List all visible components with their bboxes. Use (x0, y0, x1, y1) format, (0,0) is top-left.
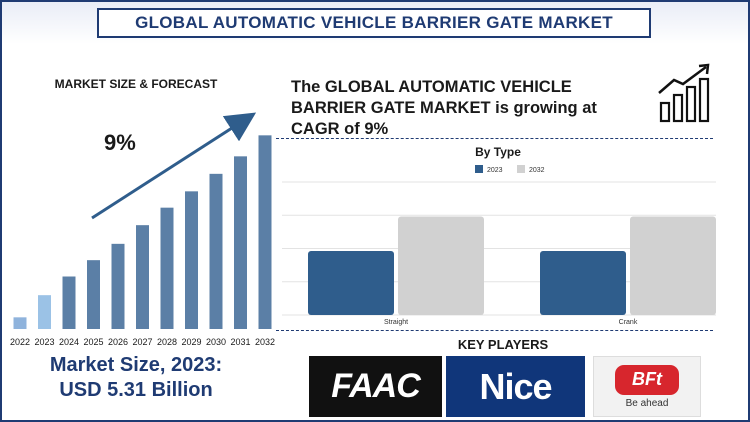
forecast-tick-2030: 2030 (206, 337, 226, 347)
type-chart: By Type 2023 2032 Straight Crank (282, 145, 716, 326)
forecast-bar-2031 (234, 156, 247, 329)
forecast-tick-2023: 2023 (34, 337, 54, 347)
forecast-bar-2029 (185, 191, 198, 329)
market-size-line-2: USD 5.31 Billion (59, 379, 213, 401)
faac-logo: FAAC (309, 356, 442, 417)
forecast-bar-2032 (258, 135, 272, 329)
forecast-tick-2024: 2024 (59, 337, 79, 347)
forecast-tick-2027: 2027 (132, 337, 152, 347)
forecast-tick-2028: 2028 (157, 337, 177, 347)
forecast-chart: 2022 2023 2024 2025 2026 2027 2028 2029 2030 2031… (10, 112, 275, 347)
bft-logo: BFt Be ahead (593, 356, 701, 417)
bft-logo-badge: BFt (615, 364, 679, 395)
type-bar-crank-2023 (540, 250, 626, 315)
forecast-bar-2025 (87, 260, 100, 329)
forecast-tick-2032: 2032 (255, 337, 275, 347)
page-title: GLOBAL AUTOMATIC VEHICLE BARRIER GATE MA… (97, 8, 651, 38)
forecast-tick-2029: 2029 (181, 337, 201, 347)
type-category-crank: Crank (619, 319, 638, 326)
forecast-bar-2026 (111, 243, 125, 329)
forecast-title: MARKET SIZE & FORECAST (54, 77, 218, 91)
legend-swatch-2023 (475, 165, 483, 173)
key-players-title: KEY PLAYERS (457, 337, 549, 352)
legend-label-2032: 2032 (529, 167, 545, 174)
type-bar-crank-2032 (630, 216, 716, 315)
forecast-bar-2028 (160, 207, 174, 329)
forecast-tick-2022: 2022 (10, 337, 30, 347)
divider-bottom (276, 330, 713, 331)
market-size-line-1: Market Size, 2023: (49, 354, 223, 376)
divider-top (276, 138, 713, 139)
forecast-bar-2024 (62, 276, 76, 329)
forecast-tick-2025: 2025 (83, 337, 103, 347)
growth-chart-icon (658, 63, 710, 123)
type-chart-title: By Type (475, 145, 521, 159)
type-bar-straight-2032 (398, 216, 484, 315)
bft-logo-tagline: Be ahead (625, 397, 669, 409)
forecast-bar-2027 (136, 225, 149, 329)
type-category-straight: Straight (384, 319, 408, 326)
forecast-tick-2026: 2026 (108, 337, 128, 347)
cagr-value: 9% (104, 130, 136, 155)
forecast-bar-2023 (38, 295, 51, 329)
growth-heading: The GLOBAL AUTOMATIC VEHICLE BARRIER GAT… (291, 78, 597, 138)
trend-arrow (91, 112, 257, 220)
legend-label-2023: 2023 (487, 167, 503, 174)
forecast-bar-2030 (209, 173, 223, 329)
legend-swatch-2032 (517, 165, 525, 173)
nice-logo: Nice (446, 356, 585, 417)
type-bar-straight-2023 (308, 250, 394, 315)
market-size-text: Market Size, 2023: USD 5.31 Billion (0, 353, 272, 403)
forecast-tick-2031: 2031 (230, 337, 250, 347)
forecast-bar-2022 (13, 317, 27, 329)
